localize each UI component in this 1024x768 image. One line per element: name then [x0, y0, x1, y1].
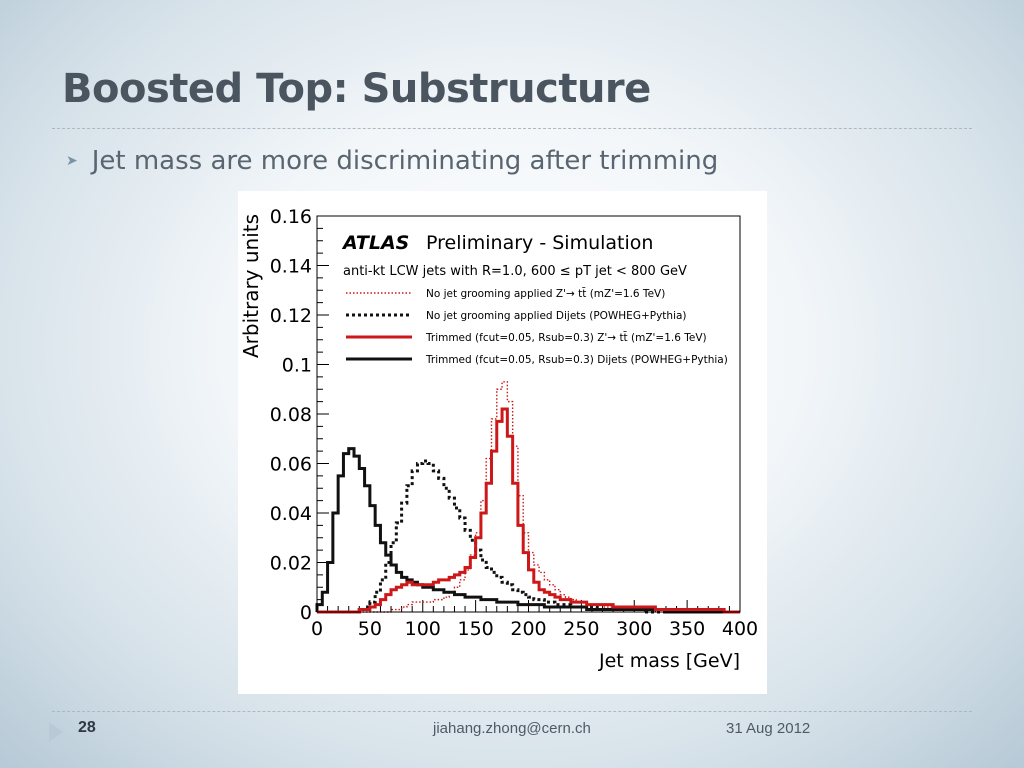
plot-frame	[316, 215, 741, 613]
series-line	[317, 407, 740, 614]
x-tick-label: 350	[669, 618, 705, 640]
bullet-text: Jet mass are more discriminating after t…	[91, 146, 719, 176]
footer-email: jiahang.zhong@cern.ch	[433, 720, 591, 737]
legend: No jet grooming applied Z'→ tt̄ (mZ'=1.6…	[346, 287, 728, 366]
y-tick-label: 0.08	[270, 404, 312, 426]
x-tick-label: 250	[563, 618, 599, 640]
atlas-brand: ATLAS	[341, 232, 409, 254]
x-tick-label: 400	[722, 618, 758, 640]
bullet-item: ➤ Jet mass are more discriminating after…	[66, 146, 718, 176]
legend-label: Trimmed (fcut=0.05, Rsub=0.3) Dijets (PO…	[425, 354, 728, 366]
legend-label: No jet grooming applied Dijets (POWHEG+P…	[426, 310, 687, 322]
y-tick-label: 0	[300, 602, 312, 624]
x-axis-label: Jet mass [GeV]	[598, 650, 740, 672]
title-divider	[52, 128, 972, 129]
chart-subtitle: Preliminary - Simulation	[426, 232, 653, 254]
jet-mass-chart: Arbitrary units Jet mass [GeV] ATLAS Pre…	[239, 206, 758, 672]
y-tick-label: 0.12	[270, 305, 312, 327]
x-tick-label: 150	[457, 618, 493, 640]
legend-label: Trimmed (fcut=0.05, Rsub=0.3) Z'→ tt̄ (m…	[425, 331, 707, 344]
y-tick-label: 0.02	[270, 553, 312, 575]
y-axis-label: Arbitrary units	[239, 214, 263, 358]
page-number: 28	[78, 719, 96, 736]
arrow-bullet-icon: ➤	[66, 153, 78, 169]
slide-title: Boosted Top: Substructure	[62, 66, 651, 112]
footer-arrow-icon	[49, 722, 63, 742]
x-tick-label: 300	[616, 618, 652, 640]
y-tick-label: 0.14	[270, 256, 312, 278]
legend-label: No jet grooming applied Z'→ tt̄ (mZ'=1.6…	[426, 287, 665, 300]
series-line	[315, 447, 740, 614]
x-tick-label: 0	[311, 618, 323, 640]
jet-mass-plot: Arbitrary units Jet mass [GeV] ATLAS Pre…	[238, 191, 767, 694]
y-tick-label: 0.1	[282, 355, 312, 377]
y-tick-label: 0.16	[270, 206, 312, 228]
y-tick-label: 0.04	[270, 503, 312, 525]
footer-date: 31 Aug 2012	[726, 720, 811, 737]
y-tick-label: 0.06	[270, 454, 312, 476]
footer-divider	[52, 711, 972, 712]
selection-label: anti-kt LCW jets with R=1.0, 600 ≤ pT je…	[343, 264, 687, 279]
x-tick-label: 100	[405, 618, 441, 640]
x-tick-label: 200	[510, 618, 546, 640]
series-line	[317, 381, 740, 613]
x-tick-label: 50	[358, 618, 382, 640]
